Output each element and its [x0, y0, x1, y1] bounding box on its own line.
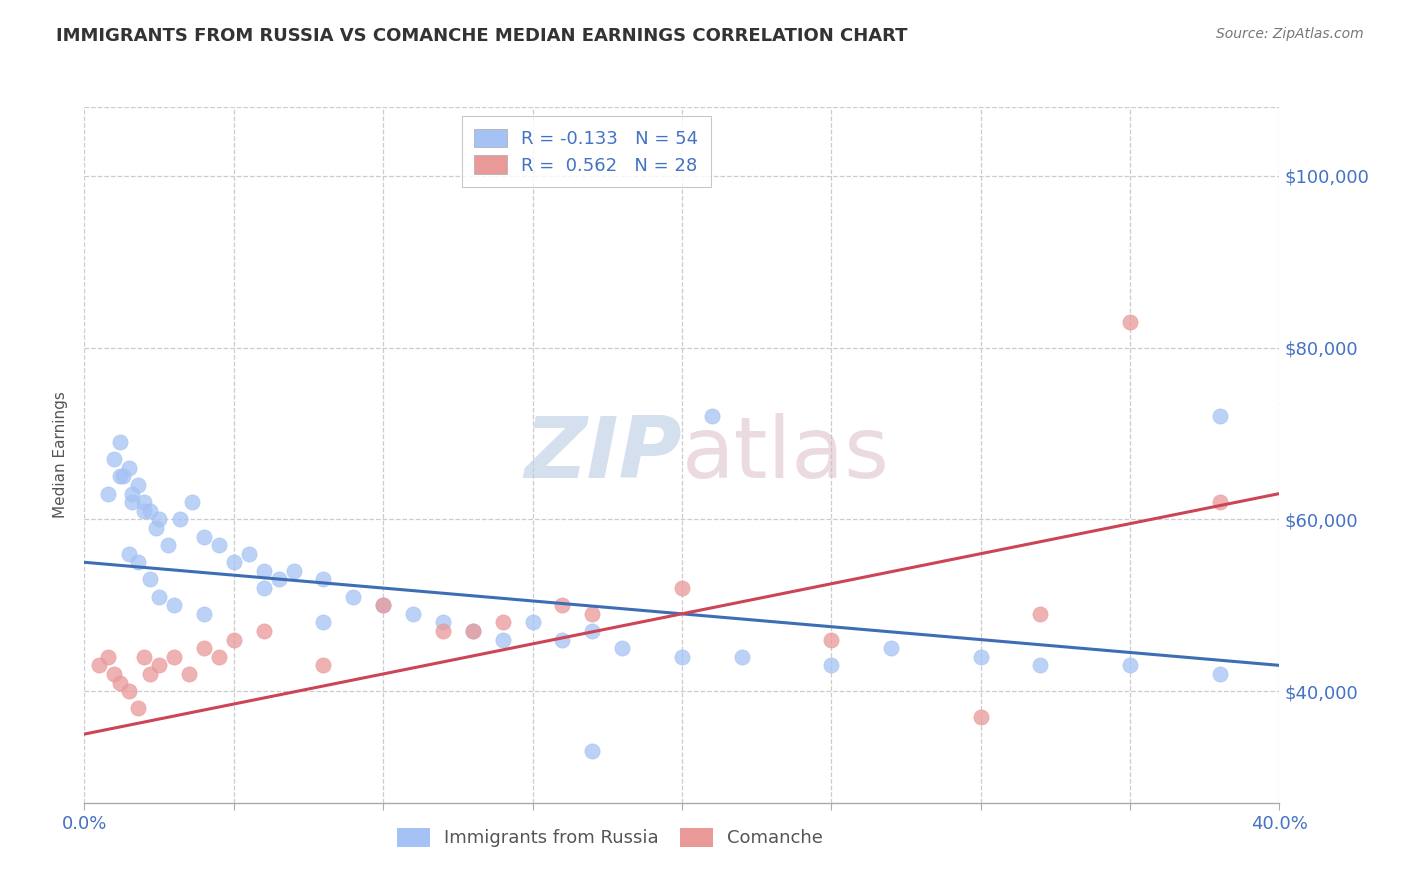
Point: [139, 667, 162, 681]
Point: [970, 710, 993, 724]
Point: [163, 599, 186, 613]
Point: [132, 495, 156, 509]
Point: [127, 555, 149, 569]
Point: [373, 599, 395, 613]
Point: [880, 641, 903, 656]
Point: [312, 615, 335, 630]
Point: [700, 409, 723, 424]
Point: [177, 667, 200, 681]
Point: [103, 452, 125, 467]
Point: [492, 615, 515, 630]
Point: [148, 658, 170, 673]
Point: [103, 667, 125, 681]
Point: [1119, 658, 1142, 673]
Point: [222, 632, 245, 647]
Point: [522, 615, 544, 630]
Point: [238, 547, 260, 561]
Point: [402, 607, 425, 621]
Point: [581, 607, 603, 621]
Point: [121, 486, 143, 500]
Text: ZIP: ZIP: [524, 413, 682, 497]
Point: [1209, 409, 1232, 424]
Point: [121, 495, 143, 509]
Point: [89, 658, 111, 673]
Legend: Immigrants from Russia, Comanche: Immigrants from Russia, Comanche: [388, 819, 832, 856]
Point: [110, 469, 132, 483]
Point: [1209, 667, 1232, 681]
Point: [139, 504, 162, 518]
Point: [110, 435, 132, 450]
Point: [581, 624, 603, 638]
Point: [132, 504, 156, 518]
Point: [148, 512, 170, 526]
Y-axis label: Median Earnings: Median Earnings: [53, 392, 69, 518]
Text: atlas: atlas: [682, 413, 890, 497]
Point: [671, 649, 693, 664]
Point: [731, 649, 754, 664]
Point: [253, 624, 276, 638]
Point: [145, 521, 167, 535]
Point: [342, 590, 364, 604]
Point: [1029, 658, 1052, 673]
Point: [132, 649, 156, 664]
Text: Source: ZipAtlas.com: Source: ZipAtlas.com: [1216, 27, 1364, 41]
Point: [581, 744, 603, 758]
Point: [461, 624, 484, 638]
Point: [671, 581, 693, 595]
Point: [373, 599, 395, 613]
Point: [118, 460, 141, 475]
Point: [193, 641, 215, 656]
Point: [127, 701, 149, 715]
Point: [312, 573, 335, 587]
Point: [118, 547, 141, 561]
Point: [112, 469, 135, 483]
Point: [253, 564, 276, 578]
Point: [110, 675, 132, 690]
Point: [283, 564, 305, 578]
Point: [820, 632, 842, 647]
Point: [312, 658, 335, 673]
Point: [157, 538, 180, 552]
Point: [97, 649, 120, 664]
Point: [127, 478, 149, 492]
Point: [193, 529, 215, 543]
Point: [222, 555, 245, 569]
Point: [267, 573, 290, 587]
Point: [1029, 607, 1052, 621]
Point: [432, 615, 454, 630]
Point: [461, 624, 484, 638]
Point: [181, 495, 204, 509]
Point: [169, 512, 191, 526]
Point: [492, 632, 515, 647]
Point: [1209, 495, 1232, 509]
Point: [432, 624, 454, 638]
Point: [97, 486, 120, 500]
Point: [139, 573, 162, 587]
Point: [820, 658, 842, 673]
Point: [551, 632, 574, 647]
Point: [118, 684, 141, 698]
Point: [163, 649, 186, 664]
Point: [208, 649, 231, 664]
Point: [253, 581, 276, 595]
Point: [612, 641, 634, 656]
Point: [148, 590, 170, 604]
Point: [1119, 315, 1142, 329]
Point: [208, 538, 231, 552]
Text: IMMIGRANTS FROM RUSSIA VS COMANCHE MEDIAN EARNINGS CORRELATION CHART: IMMIGRANTS FROM RUSSIA VS COMANCHE MEDIA…: [56, 27, 908, 45]
Point: [970, 649, 993, 664]
Point: [193, 607, 215, 621]
Point: [551, 599, 574, 613]
